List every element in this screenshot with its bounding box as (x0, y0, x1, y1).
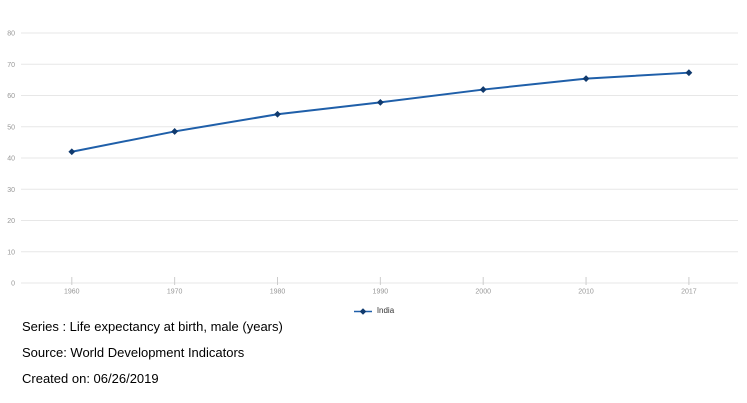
footer-series-text: Series : Life expectancy at birth, male … (22, 319, 283, 334)
legend-item-label: India (376, 306, 395, 315)
y-axis-label-40: 40 (7, 156, 15, 163)
y-axis-label-30: 30 (7, 187, 15, 194)
y-axis-label-80: 80 (7, 31, 15, 38)
data-point-india-2017[interactable] (685, 69, 693, 77)
data-point-india-1960[interactable] (68, 148, 76, 156)
x-axis-label-2010: 2010 (578, 289, 594, 296)
data-point-india-1970[interactable] (171, 128, 179, 135)
footer-created-text: Created on: 06/26/2019 (22, 371, 159, 386)
data-point-india-1990[interactable] (376, 98, 384, 106)
x-axis-label-2000: 2000 (475, 289, 491, 296)
x-axis-label-1970: 1970 (167, 289, 183, 296)
chart-legend[interactable]: India (0, 305, 747, 317)
data-point-india-2010[interactable] (582, 75, 590, 83)
legend-line-marker-icon (353, 307, 372, 315)
data-point-india-1980[interactable] (274, 110, 281, 118)
x-axis-label-1980: 1980 (270, 289, 286, 296)
y-axis-label-70: 70 (7, 62, 15, 69)
x-axis-label-1990: 1990 (373, 289, 389, 296)
y-axis-label-50: 50 (7, 124, 15, 131)
y-axis-label-10: 10 (7, 249, 15, 256)
x-axis-label-2017: 2017 (681, 289, 697, 296)
y-axis-label-0: 0 (11, 281, 15, 288)
chart-canvas: 0 10 20 30 40 50 60 70 80 1960 1970 1980 1990 2000 201… (7, 31, 738, 296)
footer-source-text: Source: World Development Indicators (22, 345, 245, 360)
series-line-india (71, 71, 689, 153)
x-axis-label-1960: 1960 (64, 289, 80, 296)
data-point-india-2000[interactable] (479, 86, 487, 93)
legend-diamond-icon (359, 307, 367, 315)
y-axis-label-60: 60 (7, 93, 15, 100)
chart-footer: Series : Life expectancy at birth, male … (22, 314, 283, 392)
y-axis-label-20: 20 (7, 218, 15, 225)
